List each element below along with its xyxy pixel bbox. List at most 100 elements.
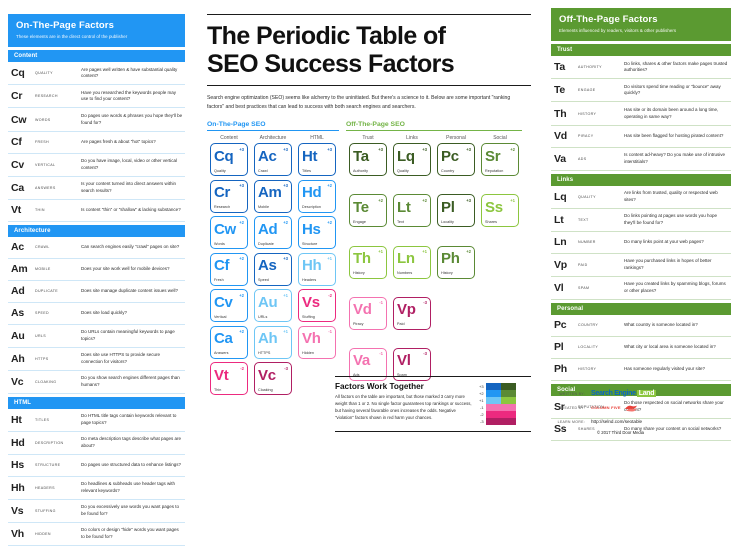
tile-score: +2	[510, 146, 515, 152]
element-tile-vs[interactable]: Vs -2 Stuffing	[298, 289, 336, 323]
factor-name: WORDS	[35, 117, 51, 122]
element-tile-ht[interactable]: Ht +3 Titles	[298, 143, 336, 177]
element-tile-vh[interactable]: Vh -1 Hidden	[298, 325, 336, 359]
tile-symbol: Cq	[214, 147, 234, 165]
tile-name: Speed	[258, 278, 269, 283]
factor-symbol: Ad	[11, 285, 25, 298]
column-five-text: COLUMN FIVE	[591, 404, 621, 410]
element-tile-ah[interactable]: Ah +1 HTTPS	[254, 325, 292, 359]
scale-label: +1	[479, 398, 484, 403]
factor-name: MOBILE	[35, 267, 51, 272]
element-tile-hh[interactable]: Hh +1 Headers	[298, 252, 336, 286]
element-tile-ca[interactable]: Ca +2 Answers	[210, 325, 248, 359]
tile-name: Answers	[214, 351, 229, 356]
tile-score: -3	[423, 300, 427, 306]
tile-score: +1	[510, 197, 515, 203]
element-tile-pl[interactable]: Pl +3 Locality	[437, 194, 475, 228]
factor-name: CRAWL	[35, 245, 50, 250]
tile-score: +1	[378, 249, 383, 254]
factor-symbol: Pl	[554, 341, 564, 354]
written-by-row: WRITTEN BY: Search Engine Land	[551, 390, 729, 397]
tile-score: +2	[239, 256, 244, 262]
factor-row: Th HISTORY Has site or its domain been aro…	[551, 102, 731, 126]
element-tile-hs[interactable]: Hs +2 Structure	[298, 216, 336, 250]
tile-name: Titles	[302, 168, 311, 173]
factor-description: Have you purchased links in hopes of bet…	[624, 258, 712, 270]
element-tile-lq[interactable]: Lq +3 Quality	[393, 143, 431, 177]
tile-score: +3	[283, 256, 288, 262]
element-tile-ta[interactable]: Ta +3 Authority	[349, 143, 387, 177]
tile-name: Cloaking	[258, 387, 273, 392]
factor-description: Do pages use structured data to enhance …	[81, 461, 182, 467]
tile-name: Piracy	[353, 322, 364, 327]
column-five-logo[interactable]: COLUMN FIVE	[591, 403, 638, 413]
element-tile-ph[interactable]: Ph +2 History	[437, 245, 475, 279]
factor-description: Are pages well written & have substantia…	[81, 66, 178, 79]
element-tile-vl[interactable]: Vl -3 Spam	[393, 347, 431, 381]
search-engine-land-logo[interactable]: Search Engine Land	[591, 390, 657, 397]
element-tile-cq[interactable]: Cq +3 Quality	[210, 143, 248, 177]
element-tile-as[interactable]: As +3 Speed	[254, 252, 292, 286]
tile-symbol: Vd	[353, 301, 372, 319]
element-tile-vp[interactable]: Vp -3 Paid	[393, 296, 431, 330]
learn-more-link[interactable]: http://selnd.com/seotable	[591, 419, 643, 424]
on-page-factors-sidebar: On-The-Page Factors These elements are i…	[0, 0, 193, 546]
element-tile-vc[interactable]: Vc -3 Cloaking	[254, 362, 292, 396]
legend-rule-top	[335, 376, 531, 377]
element-tile-sr[interactable]: Sr +2 Reputation	[481, 143, 519, 177]
tile-name: Authority	[353, 168, 369, 173]
factor-row: Vc CLOAKING Do you show search engines dif…	[8, 371, 185, 394]
element-tile-cr[interactable]: Cr +3 Research	[210, 179, 248, 213]
element-tile-pc[interactable]: Pc +3 Country	[437, 143, 475, 177]
element-tile-ad[interactable]: Ad +2 Duplicate	[254, 216, 292, 250]
element-tile-cw[interactable]: Cw +2 Words	[210, 216, 248, 250]
element-tile-lt[interactable]: Lt +2 Text	[393, 194, 431, 228]
tile-name: Stuffing	[302, 314, 315, 319]
factor-name: STUFFING	[35, 508, 56, 513]
tile-symbol: Ta	[353, 147, 369, 165]
factor-row: Cq QUALITY Are pages well written & have s…	[8, 62, 185, 86]
factor-symbol: Ln	[554, 236, 567, 249]
factor-row: Pc COUNTRY What country is someone located…	[551, 315, 731, 337]
factor-description: Do you show search engines different pag…	[81, 375, 180, 387]
tile-symbol: Va	[353, 352, 370, 370]
element-tile-am[interactable]: Am +3 Mobile	[254, 179, 292, 213]
element-tile-hd[interactable]: Hd +2 Description	[298, 179, 336, 213]
factor-row: Cv VERTICAL Do you have image, local, vide…	[8, 154, 185, 177]
factor-description: Do you excessively use words you want pa…	[81, 504, 180, 516]
element-tile-vt[interactable]: Vt -2 Thin	[210, 362, 248, 396]
element-tile-ln[interactable]: Ln +1 Numbers	[393, 245, 431, 279]
element-tile-cv[interactable]: Cv +2 Vertical	[210, 289, 248, 323]
factor-symbol: Cw	[11, 113, 27, 126]
tile-name: History	[353, 271, 365, 275]
factor-row: Ah HTTPS Does site use HTTPS to provide se…	[8, 348, 185, 371]
column-label-html: HTML	[310, 135, 324, 142]
element-tile-va[interactable]: Va -1 Ads	[349, 347, 387, 381]
element-tile-th[interactable]: Th +1 History	[349, 245, 387, 279]
factor-description: Does site use HTTPS to provide secure co…	[81, 352, 161, 364]
element-tile-cf[interactable]: Cf +2 Fresh	[210, 252, 248, 286]
tile-score: +3	[378, 146, 383, 152]
on-page-panel-title: On-The-Page Factors	[16, 20, 114, 31]
swatch-column-green	[500, 383, 516, 404]
factor-description: Does your site work well for mobile devi…	[81, 265, 170, 271]
tile-name: Shares	[485, 219, 497, 224]
element-tile-au[interactable]: Au +1 URLs	[254, 289, 292, 323]
tile-symbol: Lq	[397, 147, 415, 165]
factor-description: Do visitors spend time reading or "bounc…	[624, 83, 721, 96]
tile-score: +2	[378, 197, 383, 203]
tile-score: +1	[283, 292, 288, 298]
tile-score: +3	[239, 183, 244, 189]
created-by-label: CREATED BY:	[558, 406, 585, 410]
credits-block: WRITTEN BY: Search Engine Land CREATED BY…	[551, 390, 729, 435]
off-page-group-list: Trust Ta AUTHORITY Do links, shares & other…	[551, 44, 731, 441]
element-tile-te[interactable]: Te +2 Engage	[349, 194, 387, 228]
tile-placeholder	[481, 245, 519, 279]
written-by-label: WRITTEN BY:	[559, 391, 585, 396]
element-tile-ac[interactable]: Ac +3 Crawl	[254, 143, 292, 177]
element-tile-vd[interactable]: Vd -1 Piracy	[349, 296, 387, 330]
factor-description: What country is someone located in?	[624, 321, 698, 327]
factor-symbol: Vc	[11, 375, 24, 388]
factor-row: Hh HEADERS Do headlines & subheads use hea…	[8, 477, 185, 500]
element-tile-ss[interactable]: Ss +1 Shares	[481, 194, 519, 228]
